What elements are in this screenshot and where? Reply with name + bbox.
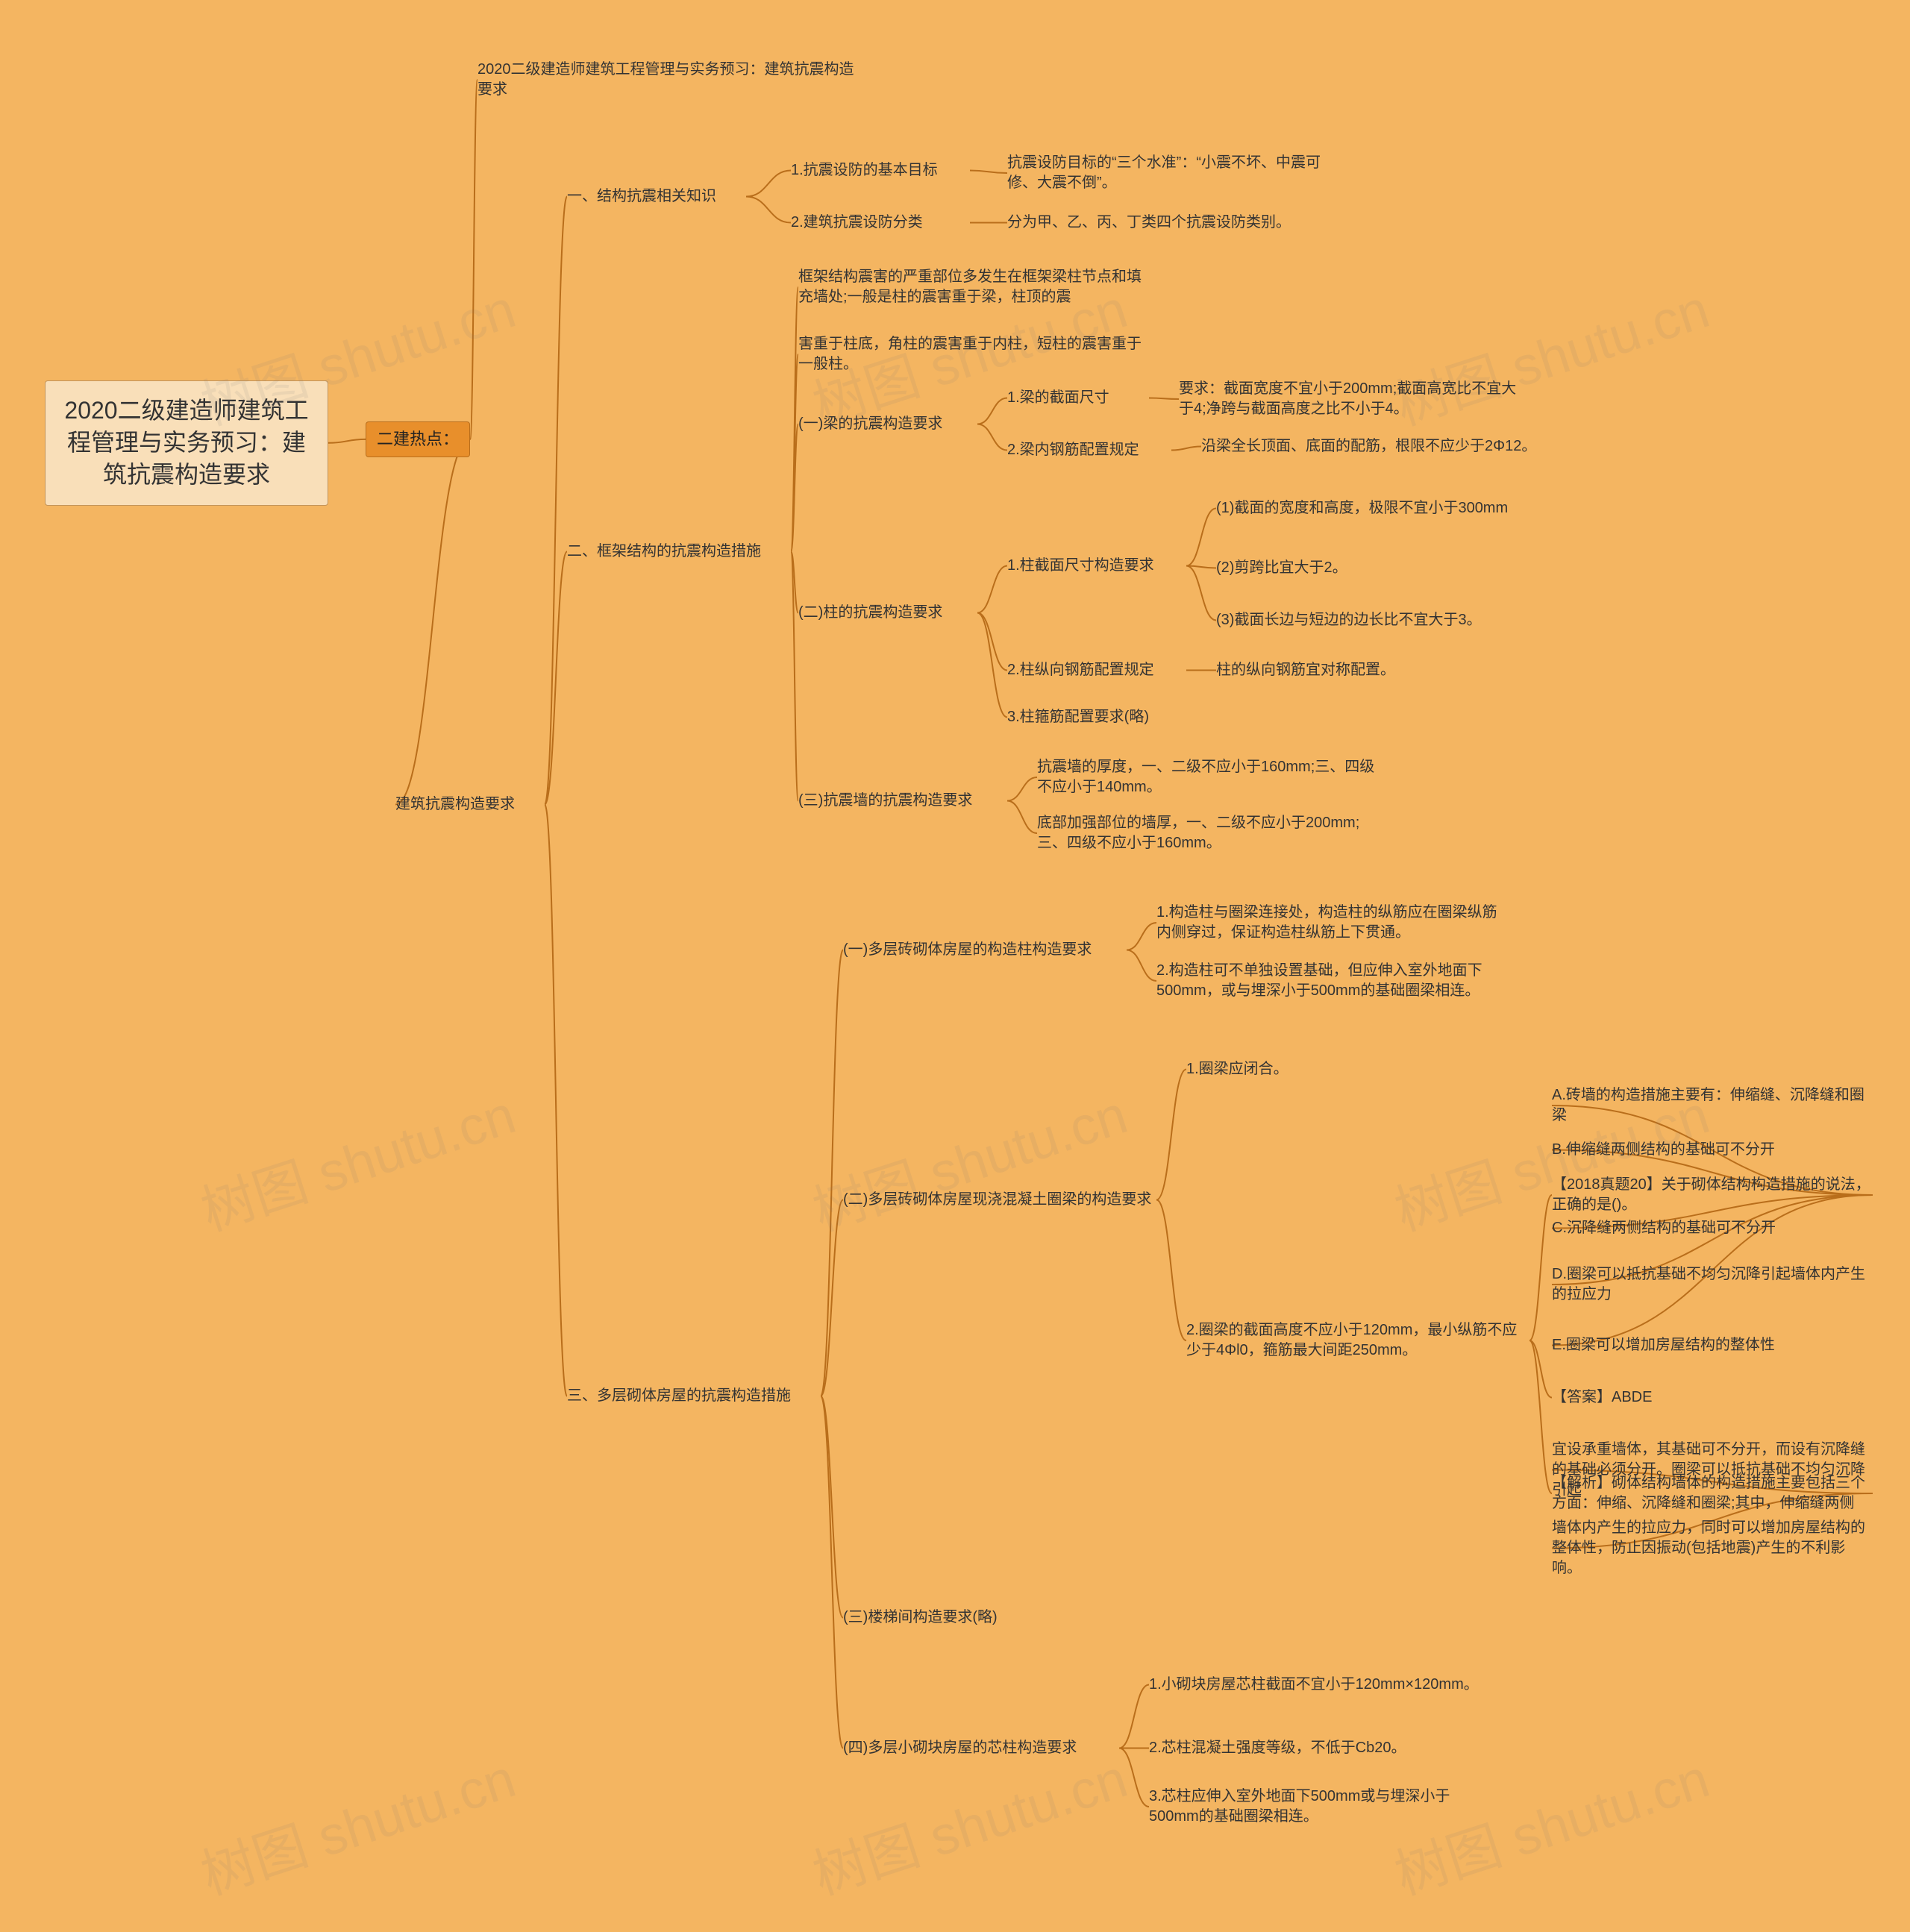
mindmap-node[interactable]: 2.构造柱可不单独设置基础，但应伸入室外地面下500mm，或与埋深小于500mm…: [1156, 961, 1507, 1001]
mindmap-node[interactable]: 2.柱纵向钢筋配置规定: [1007, 660, 1186, 680]
mindmap-node[interactable]: (三)抗震墙的抗震构造要求: [798, 791, 1007, 811]
mindmap-node[interactable]: A.砖墙的构造措施主要有：伸缩缝、沉降缝和圈梁: [1552, 1085, 1873, 1126]
mindmap-node[interactable]: D.圈梁可以抵抗基础不均匀沉降引起墙体内产生的拉应力: [1552, 1264, 1873, 1305]
watermark: 树图 shutu.cn: [190, 1070, 523, 1246]
mindmap-node[interactable]: 抗震墙的厚度，一、二级不应小于160mm;三、四级不应小于140mm。: [1037, 757, 1380, 797]
mindmap-node[interactable]: 害重于柱底，角柱的震害重于内柱，短柱的震害重于一般柱。: [798, 334, 1142, 374]
mindmap-node[interactable]: 三、多层砌体房屋的抗震构造措施: [567, 1386, 821, 1406]
mindmap-node[interactable]: 1.圈梁应闭合。: [1186, 1059, 1358, 1079]
mindmap-node[interactable]: (3)截面长边与短边的边长比不宜大于3。: [1216, 610, 1529, 630]
mindmap-node[interactable]: 2.圈梁的截面高度不应小于120mm，最小纵筋不应少于4Φl0，箍筋最大间距25…: [1186, 1320, 1529, 1361]
mindmap-node[interactable]: E.圈梁可以增加房屋结构的整体性: [1552, 1335, 1873, 1355]
mindmap-node[interactable]: 2.建筑抗震设防分类: [791, 213, 970, 233]
watermark: 树图 shutu.cn: [801, 1070, 1135, 1246]
mindmap-node[interactable]: 要求：截面宽度不宜小于200mm;截面高宽比不宜大于4;净跨与截面高度之比不小于…: [1179, 379, 1529, 419]
mindmap-node[interactable]: 框架结构震害的严重部位多发生在框架梁柱节点和填充墙处;一般是柱的震害重于梁，柱顶…: [798, 267, 1142, 307]
mindmap-node[interactable]: (1)截面的宽度和高度，极限不宜小于300mm: [1216, 498, 1559, 518]
mindmap-node[interactable]: 分为甲、乙、丙、丁类四个抗震设防类别。: [1007, 213, 1328, 233]
mindmap-node[interactable]: 2.芯柱混凝土强度等级，不低于Cb20。: [1149, 1738, 1470, 1758]
mindmap-node[interactable]: 底部加强部位的墙厚，一、二级不应小于200mm;三、四级不应小于160mm。: [1037, 813, 1380, 853]
mindmap-node[interactable]: 1.抗震设防的基本目标: [791, 160, 970, 181]
mindmap-node[interactable]: 一、结构抗震相关知识: [567, 186, 746, 207]
mindmap-node[interactable]: 【2018真题20】关于砌体结构构造措施的说法，正确的是()。: [1552, 1175, 1873, 1215]
mindmap-node[interactable]: (二)柱的抗震构造要求: [798, 603, 977, 623]
mindmap-node[interactable]: 二、框架结构的抗震构造措施: [567, 542, 791, 562]
mindmap-node[interactable]: (三)楼梯间构造要求(略): [843, 1608, 1052, 1628]
mindmap-node[interactable]: (2)剪跨比宜大于2。: [1216, 558, 1440, 578]
mindmap-node[interactable]: 建筑抗震构造要求: [395, 794, 545, 815]
mindmap-node[interactable]: B.伸缩缝两侧结构的基础可不分开: [1552, 1140, 1873, 1160]
mindmap-node[interactable]: 1.梁的截面尺寸: [1007, 388, 1149, 408]
root-node[interactable]: 2020二级建造师建筑工程管理与实务预习：建筑抗震构造要求: [45, 380, 328, 506]
mindmap-node[interactable]: 1.小砌块房屋芯柱截面不宜小于120mm×120mm。: [1149, 1675, 1500, 1695]
hub-node[interactable]: 二建热点：: [366, 421, 470, 457]
mindmap-node[interactable]: 1.柱截面尺寸构造要求: [1007, 556, 1186, 576]
mindmap-node[interactable]: 墙体内产生的拉应力，同时可以增加房屋结构的整体性，防止因振动(包括地震)产生的不…: [1552, 1518, 1873, 1578]
mindmap-node[interactable]: 宜设承重墙体，其基础可不分开，而设有沉降缝的基础必须分开。圈梁可以抵抗基础不均匀…: [1552, 1440, 1873, 1500]
mindmap-node[interactable]: 3.芯柱应伸入室外地面下500mm或与埋深小于500mm的基础圈梁相连。: [1149, 1787, 1500, 1827]
mindmap-node[interactable]: C.沉降缝两侧结构的基础可不分开: [1552, 1218, 1873, 1238]
mindmap-node[interactable]: 柱的纵向钢筋宜对称配置。: [1216, 660, 1455, 680]
watermark: 树图 shutu.cn: [190, 1734, 523, 1910]
mindmap-node[interactable]: 2.梁内钢筋配置规定: [1007, 440, 1171, 460]
mindmap-node[interactable]: 2020二级建造师建筑工程管理与实务预习：建筑抗震构造要求: [478, 60, 865, 100]
mindmap-node[interactable]: 抗震设防目标的“三个水准”：“小震不坏、中震可修、大震不倒”。: [1007, 153, 1328, 193]
mindmap-node[interactable]: 【答案】ABDE: [1552, 1387, 1701, 1408]
mindmap-node[interactable]: (一)多层砖砌体房屋的构造柱构造要求: [843, 940, 1127, 960]
mindmap-node[interactable]: (二)多层砖砌体房屋现浇混凝土圈梁的构造要求: [843, 1190, 1156, 1210]
watermark: 树图 shutu.cn: [801, 1734, 1135, 1910]
mindmap-node[interactable]: 1.构造柱与圈梁连接处，构造柱的纵筋应在圈梁纵筋内侧穿过，保证构造柱纵筋上下贯通…: [1156, 903, 1507, 943]
mindmap-node[interactable]: (一)梁的抗震构造要求: [798, 414, 977, 434]
mindmap-node[interactable]: 3.柱箍筋配置要求(略): [1007, 707, 1186, 727]
mindmap-node[interactable]: 沿梁全长顶面、底面的配筋，根限不应少于2Φ12。: [1201, 436, 1552, 457]
mindmap-node[interactable]: (四)多层小砌块房屋的芯柱构造要求: [843, 1738, 1119, 1758]
